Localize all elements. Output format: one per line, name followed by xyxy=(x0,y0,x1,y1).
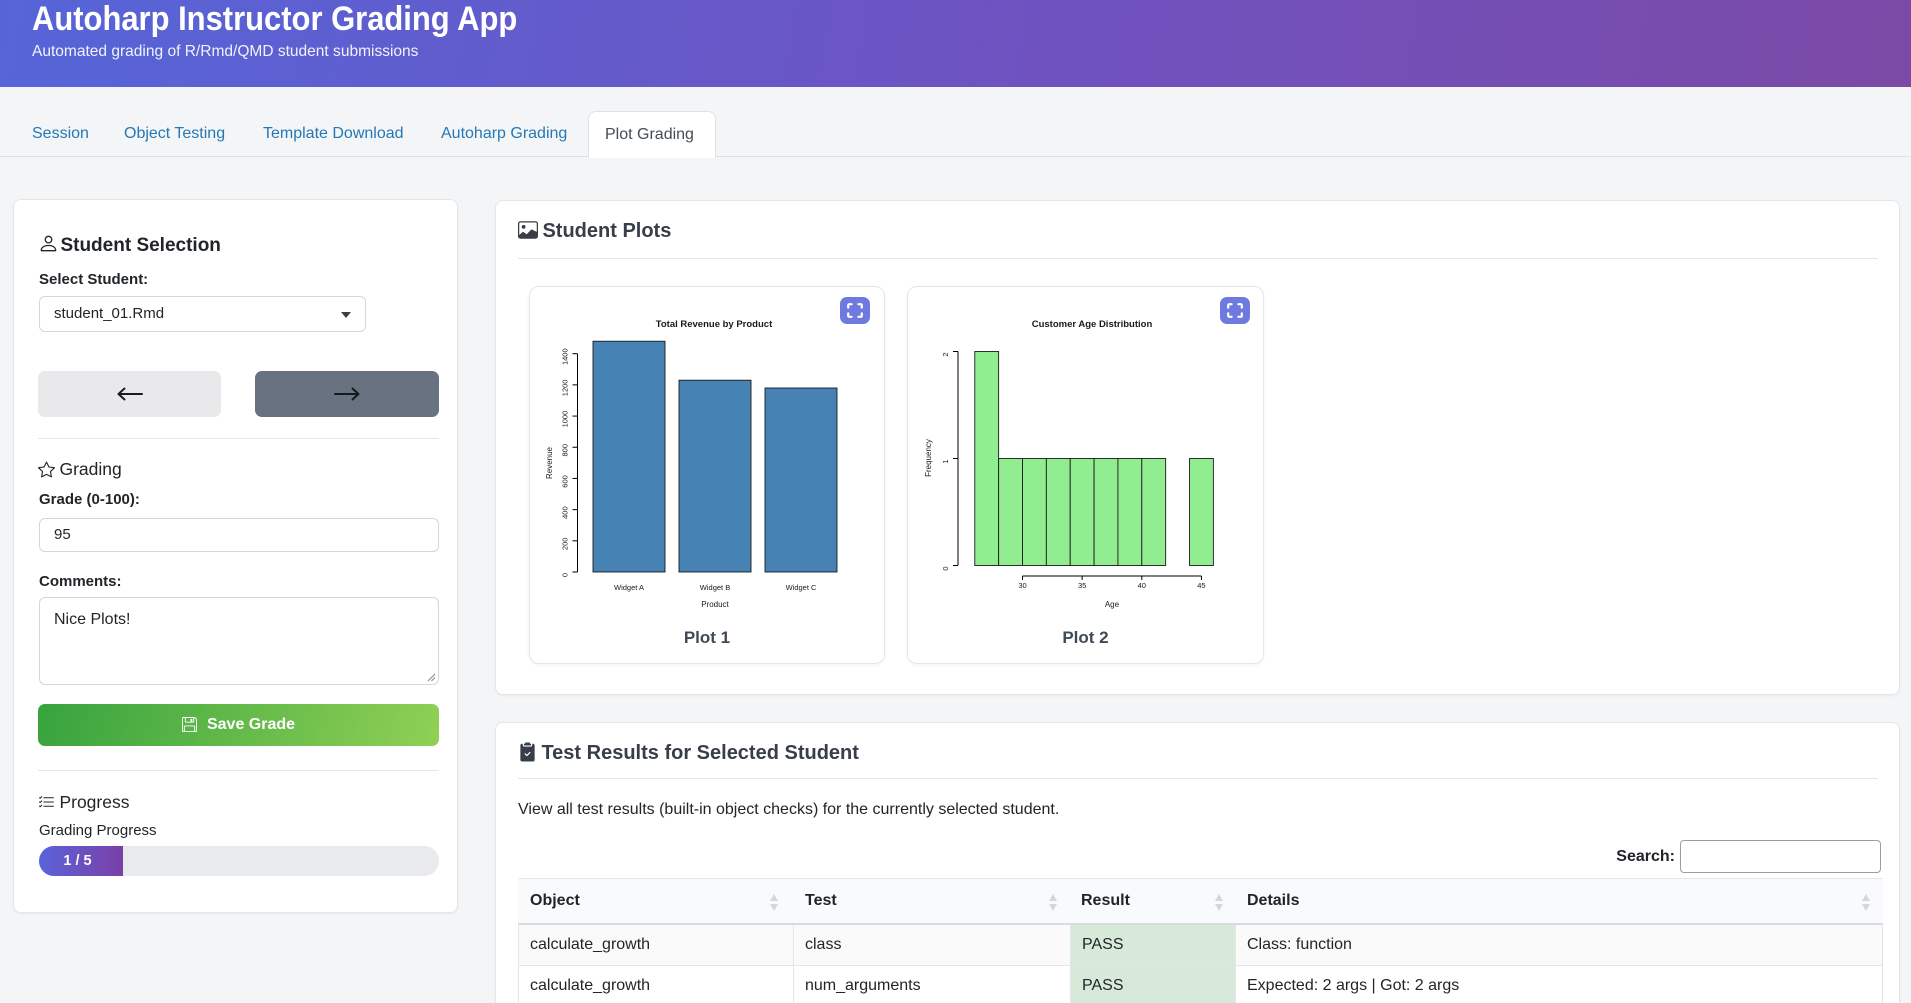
svg-text:45: 45 xyxy=(1197,581,1205,590)
svg-text:1000: 1000 xyxy=(561,411,570,428)
svg-text:200: 200 xyxy=(561,538,570,551)
svg-text:0: 0 xyxy=(941,566,950,570)
svg-text:Customer Age Distribution: Customer Age Distribution xyxy=(1032,319,1153,330)
svg-text:1200: 1200 xyxy=(561,380,570,397)
svg-text:40: 40 xyxy=(1138,581,1146,590)
svg-text:0: 0 xyxy=(561,573,570,577)
svg-text:Revenue: Revenue xyxy=(545,446,554,479)
svg-text:35: 35 xyxy=(1078,581,1086,590)
svg-text:Product: Product xyxy=(701,600,729,609)
svg-text:Total Revenue by Product: Total Revenue by Product xyxy=(656,319,773,330)
svg-text:Age: Age xyxy=(1105,600,1120,609)
svg-text:400: 400 xyxy=(561,506,570,519)
svg-text:Frequency: Frequency xyxy=(924,439,933,477)
svg-text:1: 1 xyxy=(941,459,950,463)
svg-text:800: 800 xyxy=(561,444,570,457)
svg-text:1400: 1400 xyxy=(561,348,570,365)
svg-text:Widget A: Widget A xyxy=(614,583,644,592)
svg-text:30: 30 xyxy=(1018,581,1026,590)
svg-text:Widget B: Widget B xyxy=(700,583,730,592)
svg-text:2: 2 xyxy=(941,352,950,356)
svg-text:Widget C: Widget C xyxy=(786,583,817,592)
svg-text:600: 600 xyxy=(561,475,570,488)
